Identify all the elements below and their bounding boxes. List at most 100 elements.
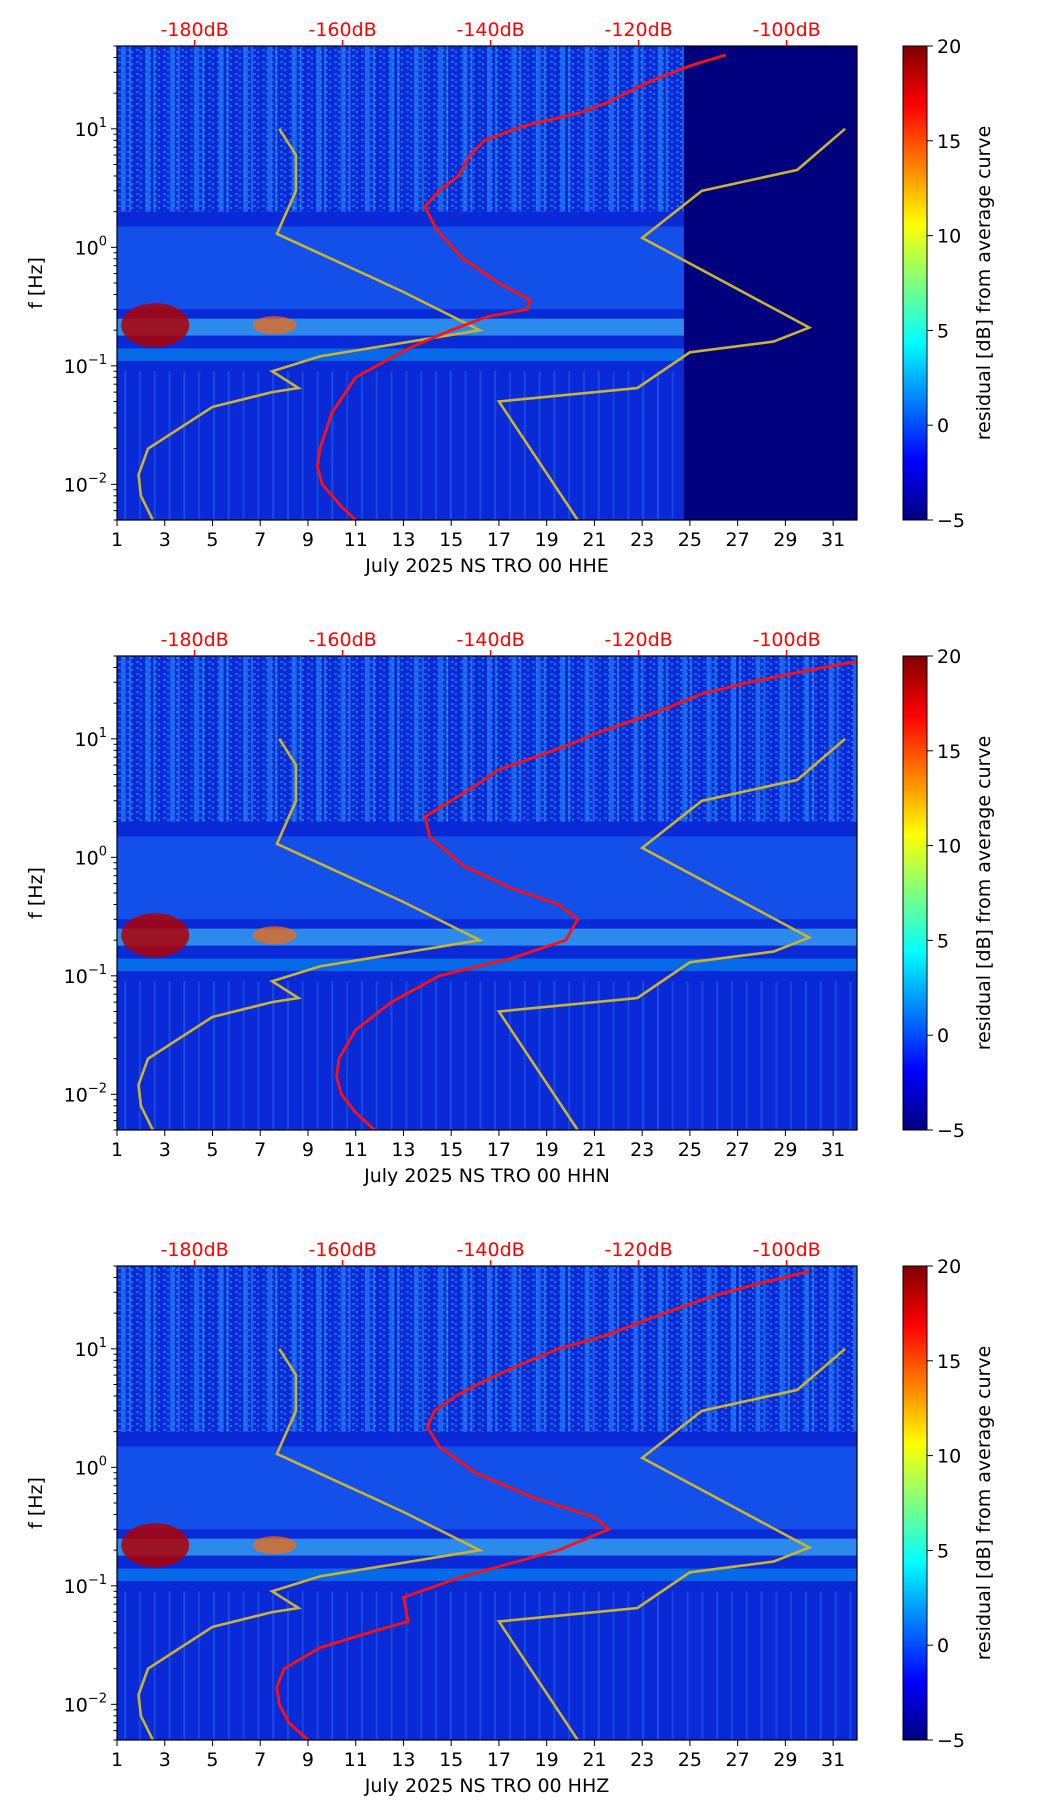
x-tick-label: 5 [206, 1749, 218, 1771]
y-tick-exponent: −1 [88, 1573, 107, 1588]
lp-streak [242, 981, 245, 1130]
lp-streak [494, 1591, 497, 1740]
colorbar [902, 45, 928, 521]
lp-streak [138, 1591, 141, 1740]
x-tick-label: 9 [302, 529, 314, 551]
colorbar-tick-label: −5 [937, 1120, 965, 1142]
y-tick-exponent: 1 [99, 726, 107, 741]
x-tick-label: 29 [773, 1749, 797, 1771]
lp-streak [508, 371, 511, 520]
colorbar-tick-label: 15 [937, 1351, 961, 1373]
colorbar-tick-label: 20 [937, 1256, 961, 1278]
microseism-band [117, 318, 857, 336]
db-tick-label: -120dB [604, 19, 672, 41]
db-tick-label: -160dB [308, 19, 376, 41]
y-tick-exponent: −2 [88, 471, 107, 486]
db-tick-label: -180dB [160, 629, 228, 651]
lp-streak [360, 981, 363, 1130]
lp-streak [508, 1591, 511, 1740]
lp-streak [582, 981, 585, 1130]
lp-streak [212, 981, 215, 1130]
lp-streak [834, 1591, 837, 1740]
x-tick-label: 23 [630, 1749, 654, 1771]
lp-streak [420, 371, 423, 520]
db-tick-label: -140dB [456, 1239, 524, 1261]
lp-streak [301, 371, 304, 520]
lp-streak [553, 371, 556, 520]
lp-streak [183, 981, 186, 1130]
lp-streak [730, 981, 733, 1130]
lp-streak [479, 1591, 482, 1740]
lp-streak [701, 1591, 704, 1740]
y-tick-mantissa: 10 [75, 237, 99, 259]
x-tick-label: 1 [111, 1749, 123, 1771]
lp-streak [257, 1591, 260, 1740]
lp-streak [331, 1591, 334, 1740]
x-tick-label: 27 [726, 1139, 750, 1161]
lp-streak [272, 1591, 275, 1740]
y-axis-label: f [Hz] [25, 1477, 47, 1529]
x-tick-label: 7 [254, 1139, 266, 1161]
colorbar-tick-label: 5 [937, 930, 949, 952]
colorbar-tick-label: 5 [937, 320, 949, 342]
lp-streak [420, 981, 423, 1130]
lp-streak [760, 981, 763, 1130]
lp-streak [168, 371, 171, 520]
y-tick-label: 101 [75, 116, 107, 141]
y-tick-label: 100 [75, 234, 107, 259]
y-tick-mantissa: 10 [75, 1457, 99, 1479]
x-tick-label: 7 [254, 529, 266, 551]
storm-hotspot [252, 316, 297, 335]
x-tick-label: 31 [821, 529, 845, 551]
db-tick-label: -140dB [456, 19, 524, 41]
colorbar-tick-label: −5 [937, 1730, 965, 1752]
x-tick-label: 1 [111, 1139, 123, 1161]
lp-streak [745, 1591, 748, 1740]
lp-streak [730, 1591, 733, 1740]
lp-streak [434, 371, 437, 520]
lp-streak [449, 1591, 452, 1740]
lp-streak [272, 371, 275, 520]
x-tick-label: 31 [821, 1139, 845, 1161]
lp-streak [612, 371, 615, 520]
db-tick-label: -100dB [752, 1239, 820, 1261]
colorbar [902, 655, 928, 1131]
y-tick-label: 101 [75, 726, 107, 751]
noise-model-line [496, 737, 846, 1130]
x-tick-label: 19 [535, 1749, 559, 1771]
lp-streak [775, 981, 778, 1130]
colorbar-tick-label: 10 [937, 226, 961, 248]
y-tick-exponent: 0 [99, 1454, 107, 1469]
storm-hotspot [252, 926, 297, 945]
y-tick-label: 10−2 [64, 1081, 107, 1106]
x-tick-label: 19 [535, 1139, 559, 1161]
lp-streak [849, 981, 852, 1130]
lp-streak [686, 1591, 689, 1740]
x-axis-label: July 2025 NS TRO 00 HHZ [364, 1775, 610, 1797]
y-tick-exponent: 0 [99, 234, 107, 249]
y-tick-label: 100 [75, 844, 107, 869]
x-tick-label: 31 [821, 1749, 845, 1771]
y-tick-mantissa: 10 [64, 1694, 88, 1716]
lp-streak [523, 1591, 526, 1740]
colorbar-tick-label: 0 [937, 1025, 949, 1047]
daily-stripe-band [117, 1266, 857, 1432]
y-tick-label: 10−2 [64, 471, 107, 496]
x-tick-label: 25 [678, 529, 702, 551]
lp-streak [331, 981, 334, 1130]
lp-streak [449, 371, 452, 520]
storm-hotspot [121, 913, 190, 958]
x-tick-label: 19 [535, 529, 559, 551]
x-tick-label: 11 [344, 1749, 368, 1771]
lp-streak [760, 1591, 763, 1740]
microseism-glow [117, 1446, 857, 1530]
lp-streak [568, 981, 571, 1130]
lp-streak [790, 1591, 793, 1740]
microseism-band [117, 928, 857, 946]
lp-streak [168, 981, 171, 1130]
y-tick-mantissa: 10 [64, 1576, 88, 1598]
lp-streak [627, 981, 630, 1130]
lp-streak [301, 981, 304, 1130]
x-tick-label: 23 [630, 1139, 654, 1161]
